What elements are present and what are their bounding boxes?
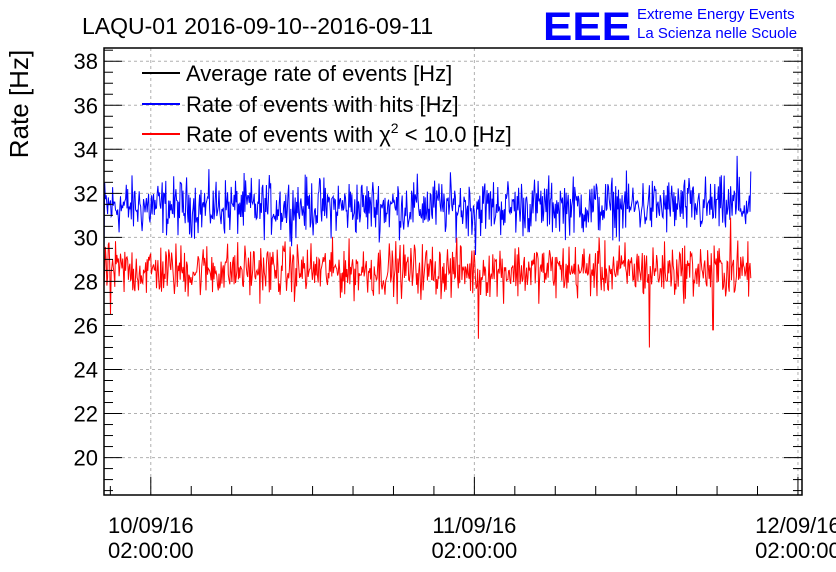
x-tick-time: 02:00:00 bbox=[108, 538, 194, 563]
x-tick-time: 02:00:00 bbox=[755, 538, 836, 563]
legend: Average rate of events [Hz] Rate of even… bbox=[142, 61, 512, 147]
chart-title: LAQU-01 2016-09-10--2016-09-11 bbox=[82, 13, 433, 39]
legend-label-hits: Rate of events with hits [Hz] bbox=[186, 92, 459, 117]
legend-label-chi2: Rate of events with χ2 < 10.0 [Hz] bbox=[186, 120, 512, 147]
grid bbox=[104, 48, 802, 495]
y-axis-label: Rate [Hz] bbox=[4, 50, 34, 158]
x-tick-date: 12/09/16 bbox=[755, 513, 836, 538]
y-axis: 20 22 24 26 28 30 32 34 36 38 bbox=[74, 49, 802, 492]
y-tick-label: 20 bbox=[74, 446, 98, 471]
y-tick-label: 26 bbox=[74, 313, 98, 338]
eee-logo-line1: Extreme Energy Events bbox=[637, 6, 795, 23]
y-tick-label: 24 bbox=[74, 357, 98, 382]
y-tick-label: 34 bbox=[74, 137, 98, 162]
series-line-chi2 bbox=[103, 217, 752, 348]
legend-label-average: Average rate of events [Hz] bbox=[186, 61, 452, 86]
y-tick-label: 22 bbox=[74, 402, 98, 427]
y-tick-label: 30 bbox=[74, 225, 98, 250]
eee-logo: EEE Extreme Energy Events La Scienza nel… bbox=[543, 5, 797, 49]
x-tick-date: 10/09/16 bbox=[108, 513, 194, 538]
y-tick-label: 32 bbox=[74, 181, 98, 206]
x-tick-time: 02:00:00 bbox=[432, 538, 518, 563]
x-tick-date: 11/09/16 bbox=[432, 513, 516, 538]
y-tick-label: 38 bbox=[74, 49, 98, 74]
y-tick-label: 28 bbox=[74, 269, 98, 294]
eee-logo-line2: La Scienza nelle Scuole bbox=[637, 25, 797, 42]
series-layer bbox=[103, 155, 752, 348]
plot-frame bbox=[103, 47, 803, 496]
eee-logo-mark: EEE bbox=[543, 5, 631, 49]
series-line-hits bbox=[103, 155, 752, 256]
y-tick-label: 36 bbox=[74, 93, 98, 118]
x-axis: 10/09/1602:00:0011/09/1602:00:0012/09/16… bbox=[108, 477, 836, 563]
